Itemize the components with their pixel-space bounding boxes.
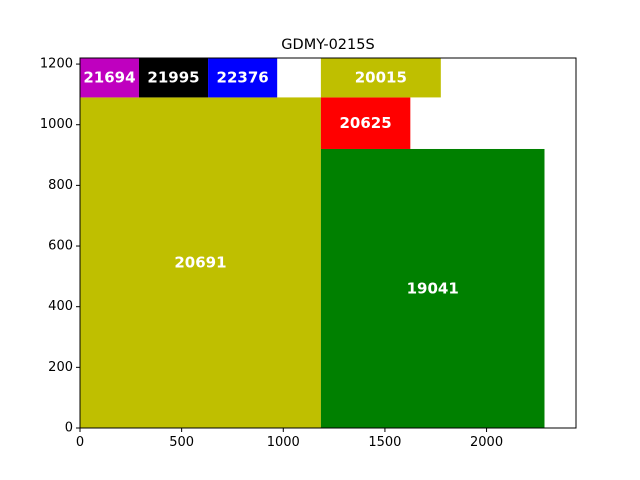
x-tick-label: 500 <box>169 435 194 450</box>
rectangle-label-21694: 21694 <box>83 69 135 87</box>
y-axis: 0 200 400 600 800 1000 1200 <box>40 57 80 436</box>
y-tick-label: 400 <box>48 299 73 314</box>
rectangle-label-20015: 20015 <box>355 69 407 87</box>
rectangle-20625 <box>320 97 411 149</box>
y-tick-label: 1200 <box>40 57 73 72</box>
y-tick-label: 800 <box>48 178 73 193</box>
x-tick-label: 1000 <box>267 435 300 450</box>
chart-title: GDMY-0215S <box>281 37 374 53</box>
plot-frame <box>79 57 577 429</box>
x-tick-label: 2000 <box>470 435 503 450</box>
rectangle-label-20691: 20691 <box>174 254 226 272</box>
y-tick-label: 0 <box>65 421 73 436</box>
rectangle-20691 <box>80 97 321 428</box>
y-tick-label: 600 <box>48 239 73 254</box>
rectangles-layer <box>80 58 545 428</box>
x-tick-label: 0 <box>76 435 84 450</box>
x-tick-label: 1500 <box>368 435 401 450</box>
rectangle-label-19041: 19041 <box>407 279 459 297</box>
rectangle-22376 <box>208 58 278 98</box>
rectangle-19041 <box>320 148 545 428</box>
rectangle-label-22376: 22376 <box>217 69 269 87</box>
rectangle-label-20625: 20625 <box>340 114 392 132</box>
y-tick-label: 1000 <box>40 117 73 132</box>
rectangle-21694 <box>80 58 139 98</box>
rectangle-21995 <box>138 58 209 98</box>
rectangle-labels-layer: 20691 19041 20625 20015 21694 21995 22376 <box>83 69 458 298</box>
rectangle-20015 <box>320 58 441 98</box>
y-tick-label: 200 <box>48 360 73 375</box>
x-axis: 0 500 1000 1500 2000 <box>76 428 503 450</box>
rectangle-label-21995: 21995 <box>147 69 199 87</box>
